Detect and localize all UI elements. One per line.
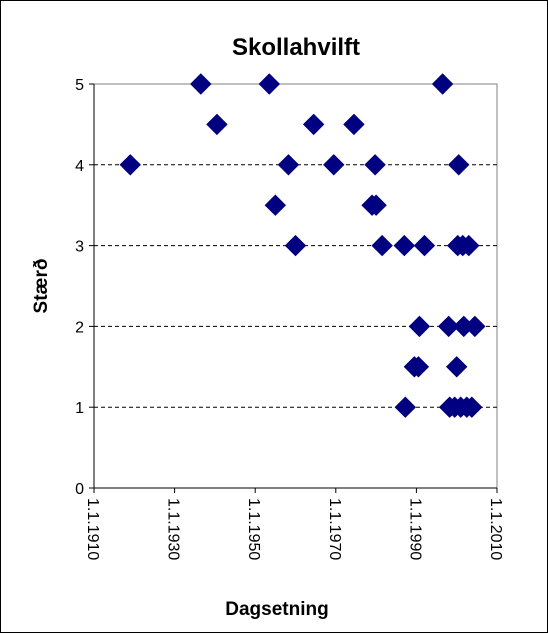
axes [93, 84, 497, 489]
data-point [393, 234, 416, 257]
y-tick-labels: 0 1 2 3 4 5 [75, 77, 94, 498]
data-point [431, 73, 454, 95]
data-point [464, 315, 486, 338]
data-point [190, 73, 212, 95]
x-tick-label: 1.1.1930 [165, 498, 182, 560]
data-point [461, 396, 483, 418]
y-tick-label: 5 [75, 77, 84, 94]
x-axis-label: Dagsetning [225, 599, 328, 620]
x-tick-label: 1.1.1990 [406, 498, 423, 560]
y-axis-label: Stærð [31, 259, 52, 314]
data-point [343, 113, 365, 136]
chart-title: Skollahvilft [232, 34, 360, 61]
plot-area [93, 83, 498, 489]
data-point [407, 356, 430, 378]
x-tick-label: 1.1.1950 [245, 498, 262, 560]
x-tick-label: 1.1.1970 [326, 498, 343, 560]
data-point [258, 73, 281, 95]
x-tick-label: 1.1.2010 [487, 498, 504, 560]
data-point [119, 154, 141, 176]
data-point [371, 234, 393, 257]
data-point [206, 113, 228, 136]
data-point [437, 315, 460, 338]
data-points [119, 73, 486, 418]
y-tick-label: 1 [75, 400, 84, 417]
data-point [277, 154, 300, 176]
y-tick-label: 3 [75, 239, 84, 256]
data-point [394, 396, 417, 418]
data-point [413, 234, 436, 257]
data-point [408, 315, 431, 338]
data-point [323, 154, 345, 176]
plot-border [93, 83, 498, 489]
data-point [302, 113, 325, 136]
data-point [264, 194, 287, 216]
y-tick-label: 2 [75, 319, 84, 336]
data-point [458, 234, 480, 257]
data-point [364, 154, 386, 176]
data-point [284, 234, 307, 257]
y-tick-label: 0 [75, 481, 84, 498]
y-tick-label: 4 [75, 158, 84, 175]
data-point [365, 194, 387, 216]
x-tick-label: 1.1.1910 [84, 498, 101, 560]
data-point [448, 154, 470, 176]
data-point [445, 356, 468, 378]
x-tick-labels: 1.1.1910 1.1.1930 1.1.1950 1.1.1970 1.1.1990… [84, 488, 504, 560]
